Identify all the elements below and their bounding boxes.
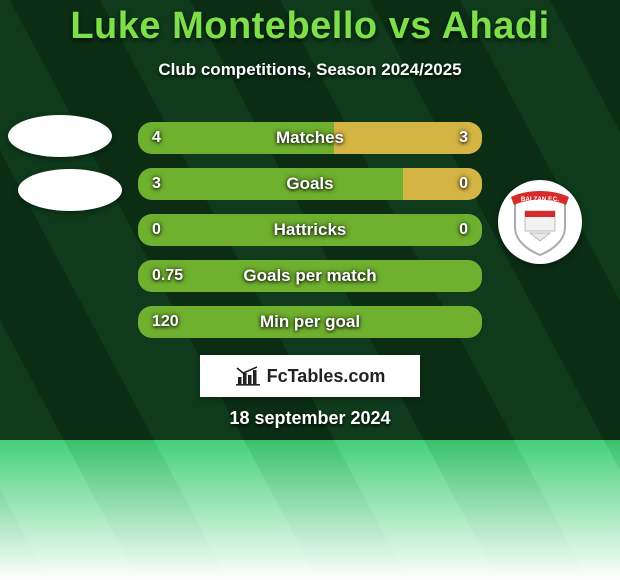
stat-row-matches: Matches43 xyxy=(138,122,482,154)
date-text: 18 september 2024 xyxy=(0,408,620,429)
subtitle: Club competitions, Season 2024/2025 xyxy=(0,60,620,80)
stat-row-hattricks: Hattricks00 xyxy=(138,214,482,246)
stat-bar-left xyxy=(138,168,403,200)
stat-row-goals-per-match: Goals per match0.75 xyxy=(138,260,482,292)
balzan-crest-icon: BALZAN F.C. xyxy=(505,187,575,257)
page-title: Luke Montebello vs Ahadi xyxy=(0,5,620,48)
stat-bar-left xyxy=(138,122,334,154)
svg-text:BALZAN F.C.: BALZAN F.C. xyxy=(521,196,559,203)
stat-row-goals: Goals30 xyxy=(138,168,482,200)
player-left-avatar-1 xyxy=(8,115,112,157)
logo-text: FcTables.com xyxy=(267,366,386,387)
stat-bar-right xyxy=(334,122,482,154)
player-left-avatar-2 xyxy=(18,169,122,211)
bar-chart-icon xyxy=(235,366,261,386)
stat-bar-right xyxy=(403,168,482,200)
comparison-bars: Matches43 Goals30 Hattricks00 Goals per mat… xyxy=(138,122,482,338)
team-right-badge: BALZAN F.C. xyxy=(498,180,582,264)
stat-row-min-per-goal: Min per goal120 xyxy=(138,306,482,338)
fctables-logo: FcTables.com xyxy=(200,355,420,397)
stat-bar-left xyxy=(138,260,482,292)
stat-bar-left xyxy=(138,214,482,246)
stat-bar-left xyxy=(138,306,482,338)
